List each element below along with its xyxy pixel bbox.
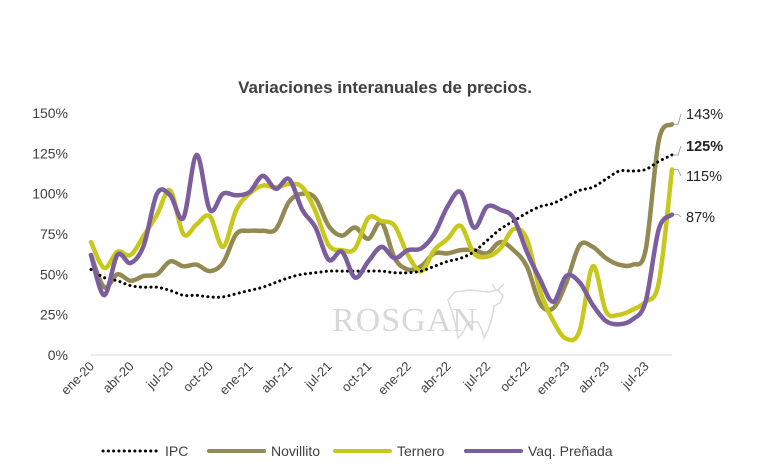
y-tick-label: 25%	[40, 307, 68, 323]
series-layer	[88, 122, 675, 343]
x-tick-label: jul-23	[618, 359, 652, 393]
x-tick-label: abr-22	[416, 359, 453, 396]
y-tick-label: 100%	[32, 186, 68, 202]
series-line-novillito	[88, 122, 675, 313]
end-labels: 143% 125% 115% 87%	[674, 107, 723, 226]
x-tick-label: ene-23	[533, 359, 572, 398]
watermark: ROSGAN	[332, 283, 505, 341]
legend-label: IPC	[165, 443, 188, 459]
watermark-text: ROSGAN	[332, 302, 478, 339]
legend-label: Vaq. Preñada	[528, 443, 613, 459]
x-tick-label: abr-23	[575, 359, 612, 396]
legend-label: Novillito	[271, 443, 320, 459]
y-tick-label: 75%	[40, 226, 68, 242]
x-tick-label: jul-21	[301, 359, 335, 393]
legend: IPC Novillito Ternero Vaq. Preñada	[101, 443, 613, 459]
end-label: 143%	[686, 107, 723, 123]
end-label-leader	[674, 113, 682, 125]
y-tick-label: 150%	[32, 105, 68, 121]
end-label: 115%	[686, 169, 722, 185]
x-tick-label: ene-21	[216, 359, 255, 398]
x-tick-label: abr-21	[258, 359, 295, 396]
end-label-leader	[674, 214, 682, 218]
y-tick-label: 50%	[40, 266, 68, 282]
x-tick-label: jul-20	[143, 359, 177, 393]
x-tick-label: oct-21	[338, 359, 374, 395]
x-tick-label: ene-22	[375, 359, 414, 398]
end-label-leader	[674, 168, 682, 177]
bull-icon	[447, 283, 505, 341]
x-tick-label: abr-20	[100, 359, 137, 396]
series-line-ipc	[89, 153, 674, 299]
series-line-ternero	[88, 167, 675, 343]
y-tick-label: 0%	[48, 347, 68, 363]
end-label: 87%	[686, 210, 715, 226]
chart-title: Variaciones interanuales de precios.	[238, 78, 532, 97]
x-axis: ene-20 abr-20 jul-20 oct-20 ene-21 abr-21 jul-…	[58, 359, 652, 398]
x-tick-label: oct-20	[180, 359, 216, 395]
x-tick-label: jul-22	[459, 359, 493, 393]
series-line-vaq-preñada	[88, 152, 675, 327]
y-tick-label: 125%	[32, 145, 68, 161]
x-tick-label: oct-22	[497, 359, 533, 395]
legend-label: Ternero	[397, 443, 445, 459]
end-label-leader	[674, 145, 682, 156]
x-tick-label: ene-20	[58, 359, 97, 398]
y-axis: 0% 25% 50% 75% 100% 125% 150%	[32, 105, 68, 363]
end-label: 125%	[686, 139, 723, 155]
